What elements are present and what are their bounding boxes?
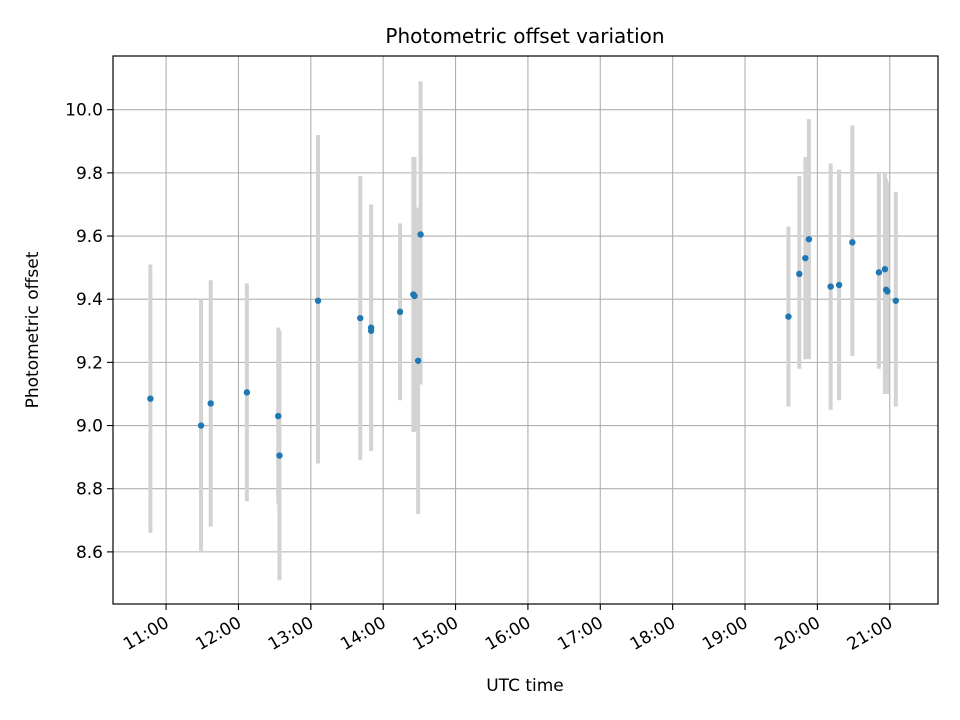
data-point <box>147 395 154 402</box>
plot-frame <box>112 55 939 605</box>
y-tick-label: 10.0 <box>65 101 103 121</box>
data-point <box>827 283 834 290</box>
y-tick-label: 9.2 <box>76 353 103 373</box>
data-point <box>314 297 322 304</box>
y-axis-ticks: 8.6 8.8 9.0 9.2 9.4 9.6 9.8 10.0 <box>65 101 113 563</box>
data-point <box>884 288 891 295</box>
y-tick-label: 8.6 <box>76 543 103 563</box>
grid <box>113 56 938 604</box>
data-point <box>875 269 883 276</box>
data-point <box>835 281 843 289</box>
data-point <box>417 231 424 238</box>
data-point <box>367 327 375 334</box>
data-point <box>275 412 282 420</box>
data-point <box>849 239 856 246</box>
data-point <box>243 389 251 396</box>
y-tick-label: 9.6 <box>76 227 103 247</box>
data-point <box>207 400 214 407</box>
data-point <box>414 357 422 364</box>
data-point <box>396 308 404 316</box>
x-axis-title: UTC time <box>486 676 564 696</box>
y-tick-label: 9.8 <box>76 164 103 184</box>
y-axis-title: Photometric offset <box>23 251 43 408</box>
data-point <box>411 292 418 300</box>
data-point <box>881 265 889 273</box>
data-points <box>147 231 899 459</box>
data-point <box>357 314 364 322</box>
data-point <box>276 452 283 459</box>
data-point <box>197 422 205 429</box>
data-point <box>805 235 813 243</box>
data-point <box>785 313 792 320</box>
chart-title: Photometric offset variation <box>385 24 664 48</box>
data-point <box>892 297 899 304</box>
data-point <box>802 254 809 262</box>
y-tick-label: 9.0 <box>76 417 103 437</box>
y-tick-label: 9.4 <box>76 290 103 310</box>
data-point <box>796 270 803 278</box>
y-tick-label: 8.8 <box>76 480 103 500</box>
